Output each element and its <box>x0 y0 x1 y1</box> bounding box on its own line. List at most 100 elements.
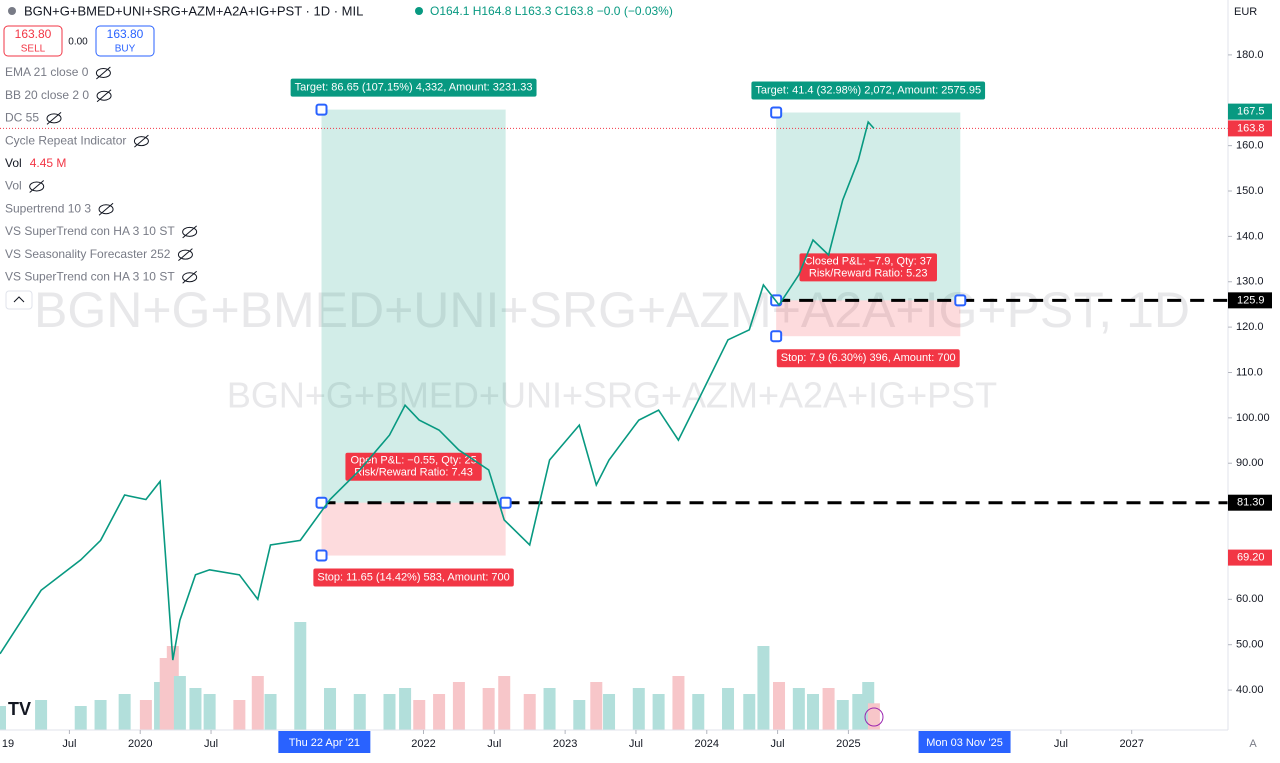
y-tick-label: 110.0 <box>1236 366 1263 378</box>
volume-bar <box>498 676 511 730</box>
x-tick-label: Jul <box>629 738 643 750</box>
label-bg <box>290 78 537 97</box>
visibility-icon[interactable] <box>96 90 112 101</box>
handle[interactable] <box>315 496 328 509</box>
visibility-icon[interactable] <box>95 68 111 78</box>
volume-bar <box>652 694 665 730</box>
handle[interactable] <box>499 496 512 509</box>
handle[interactable] <box>315 549 328 562</box>
volume-bar <box>264 694 277 730</box>
y-tick-label: 160.0 <box>1236 140 1264 152</box>
volume-bar <box>452 682 465 730</box>
indicator[interactable]: EMA 21 close 0 <box>5 65 89 79</box>
label-bg <box>313 568 514 587</box>
indicator[interactable]: Supertrend 10 3 <box>5 201 91 215</box>
visibility-icon[interactable] <box>46 113 62 124</box>
handle[interactable] <box>954 294 967 307</box>
time-badge <box>918 731 1011 753</box>
volume-bar <box>603 694 616 730</box>
handle[interactable] <box>770 330 783 343</box>
indicator[interactable]: VS SuperTrend con HA 3 10 ST <box>5 269 175 283</box>
visibility-slash <box>46 112 62 125</box>
indicator[interactable]: Cycle Repeat Indicator <box>5 133 126 147</box>
price-tag <box>1228 549 1272 566</box>
volume-bar <box>482 688 495 730</box>
visibility-icon[interactable] <box>98 204 114 215</box>
x-tick-label: 19 <box>2 738 14 750</box>
sell-button[interactable] <box>3 25 63 57</box>
visibility-slash <box>178 248 193 261</box>
x-tick-label: 2024 <box>695 738 719 750</box>
volume-bar <box>590 682 603 730</box>
events-icon[interactable] <box>864 707 884 727</box>
visibility-slash <box>134 134 149 148</box>
handle[interactable] <box>315 103 328 116</box>
visibility-icon[interactable] <box>182 272 198 283</box>
indicator[interactable]: BB 20 close 2 0 <box>5 88 89 102</box>
position-label: Stop: 11.65 (14.42%) 583, Amount: 700 <box>317 571 509 583</box>
price-tag <box>1228 120 1272 137</box>
y-tick-label: 100.00 <box>1236 412 1270 424</box>
visibility-icon[interactable] <box>177 249 193 260</box>
collapse-button[interactable] <box>5 290 33 310</box>
y-tick-label: 120.0 <box>1236 321 1264 333</box>
label-bg <box>751 81 986 100</box>
indicator[interactable]: Vol <box>5 156 22 170</box>
price-tag <box>1228 494 1272 511</box>
visibility-slash <box>98 202 114 216</box>
y-tick-label: 150.0 <box>1236 185 1264 197</box>
volume-bar <box>413 700 426 730</box>
time-badge-label: Thu 22 Apr '21 <box>289 737 360 749</box>
y-tick-label: 40.00 <box>1236 684 1264 696</box>
time-axis <box>0 730 1228 763</box>
market-status <box>415 7 423 15</box>
plot: Target: 86.65 (107.15%) 4,332, Amount: 3… <box>0 78 1228 730</box>
status-text: Open P&L: −0.55, Qty: 25 <box>350 455 476 467</box>
watermark: BGN+G+BMED+UNI+SRG+AZM+A2A+IG+PST <box>227 375 997 416</box>
currency: EUR <box>1234 6 1257 18</box>
visibility-icon[interactable] <box>182 226 198 237</box>
price-tag-label: 69.20 <box>1237 552 1265 564</box>
x-tick-label: Jul <box>771 738 785 750</box>
symbol-icon <box>8 7 16 15</box>
status-text: Closed P&L: −7.9, Qty: 37 <box>804 255 932 267</box>
indicator[interactable]: DC 55 <box>5 111 39 125</box>
price-tag <box>1228 103 1272 120</box>
visibility-slash <box>182 225 197 239</box>
status-text: Risk/Reward Ratio: 7.43 <box>354 467 473 479</box>
visibility-icon[interactable] <box>29 181 45 192</box>
label-bg <box>799 253 937 282</box>
visibility-slash <box>96 89 112 103</box>
volume-bar <box>233 700 246 730</box>
handle[interactable] <box>770 106 783 119</box>
volume-bar <box>173 676 186 730</box>
visibility-icon[interactable] <box>133 136 149 147</box>
volume-bar <box>383 694 396 730</box>
volume-bar <box>189 688 202 730</box>
stop-zone <box>776 300 961 337</box>
volume-bar <box>836 700 849 730</box>
visibility-slash <box>96 66 111 80</box>
buy-button[interactable] <box>95 25 155 57</box>
x-tick-label: Jul <box>204 738 218 750</box>
indicator-value: 4.45 M <box>30 156 67 170</box>
volume-bar <box>74 706 87 730</box>
y-tick-label: 50.00 <box>1236 639 1264 651</box>
volume-bar <box>399 688 412 730</box>
y-tick-label: 130.0 <box>1236 276 1264 288</box>
indicator[interactable]: VS SuperTrend con HA 3 10 ST <box>5 224 175 238</box>
indicator[interactable]: Vol <box>5 179 22 193</box>
price-tag-label: 125.9 <box>1237 294 1265 306</box>
volume-bar <box>324 688 337 730</box>
volume-bar <box>294 622 307 730</box>
axes: 180.0 160.0 150.0 140.0 130.0 120.0 110.0 100.0… <box>2 49 1272 753</box>
volume-bar <box>672 676 685 730</box>
x-tick-label: 2022 <box>411 738 435 750</box>
indicator[interactable]: VS Seasonality Forecaster 252 <box>5 247 171 261</box>
buy-label: BUY <box>115 44 136 55</box>
collapse-icon <box>13 296 25 303</box>
sell-price: 163.80 <box>15 27 52 41</box>
auto-scale[interactable]: A <box>1249 738 1257 750</box>
volume-bar <box>543 688 556 730</box>
x-tick-label: 2020 <box>128 738 152 750</box>
